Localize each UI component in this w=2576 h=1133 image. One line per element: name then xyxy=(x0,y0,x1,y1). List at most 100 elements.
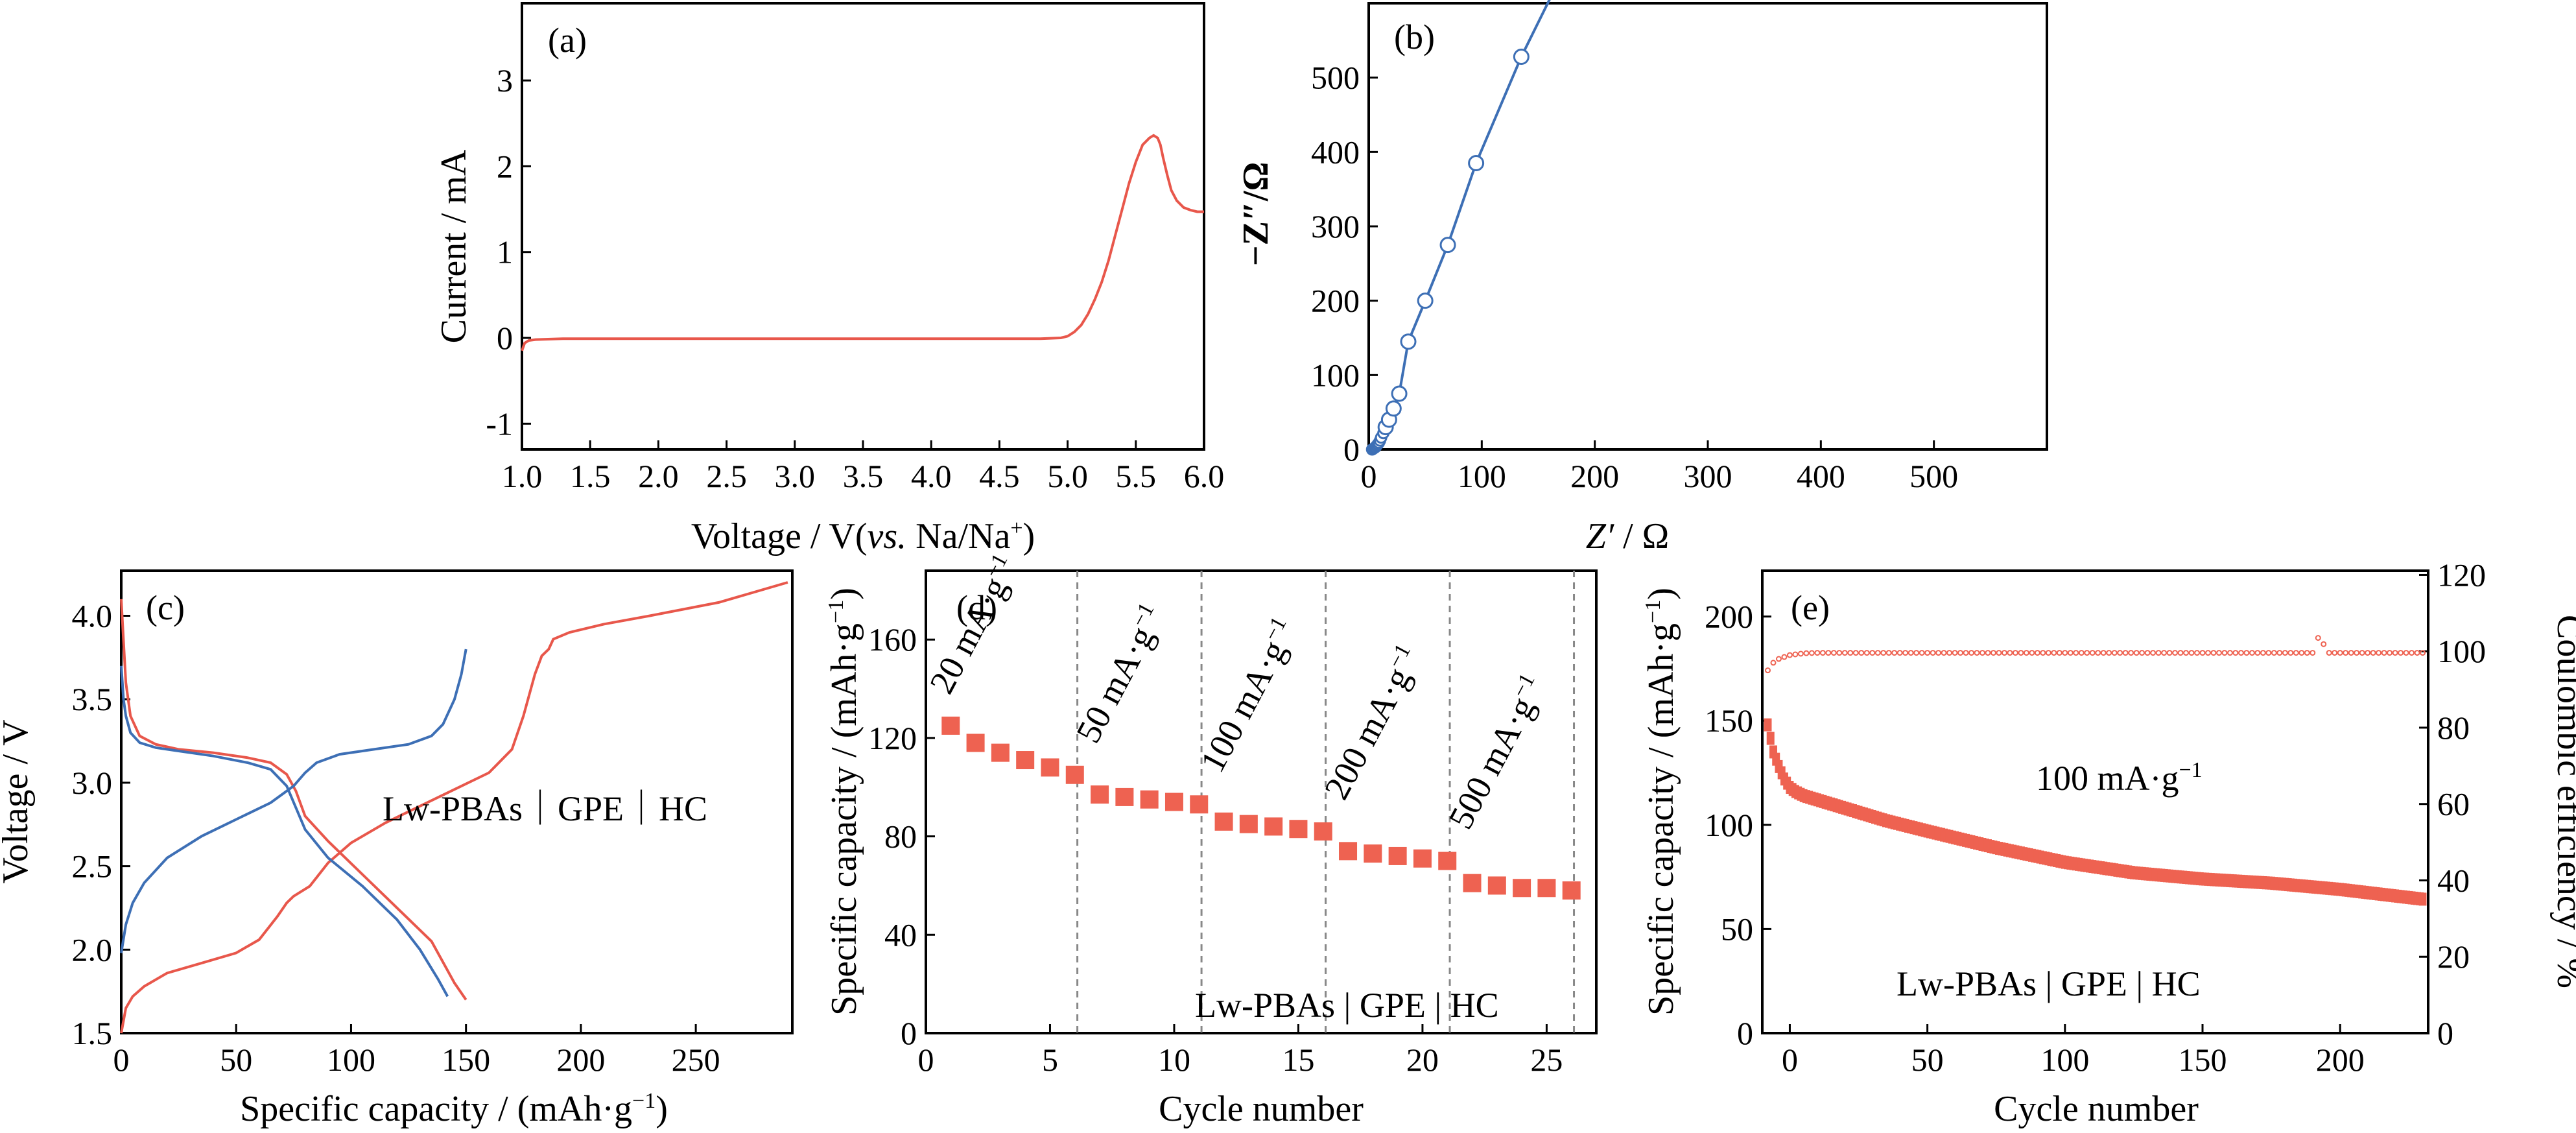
panel-d-data-point xyxy=(1264,817,1283,836)
panel-d-data-point xyxy=(1239,815,1258,833)
panel-e-efficiency-point xyxy=(2265,650,2272,656)
panel-d-data-point xyxy=(1413,849,1432,868)
panel-e-efficiency-point xyxy=(2078,650,2085,656)
panel-b-data-point xyxy=(1417,292,1434,309)
panel-c-label: (c) xyxy=(146,588,185,627)
panel-e-rate-annotation: 100 mA·g−1 xyxy=(2036,758,2203,798)
panel-e-efficiency-point xyxy=(1979,650,1986,656)
panel-e-efficiency-point xyxy=(2040,650,2046,656)
panel-b-y-tick-label: 0 xyxy=(1343,431,1360,468)
panel-e-efficiency-point xyxy=(2221,650,2228,656)
panel-b-data-point xyxy=(1385,400,1402,417)
panel-b-data-point xyxy=(1468,155,1485,172)
panel-e-x-tick-label: 0 xyxy=(1782,1042,1798,1078)
panel-e-efficiency-point xyxy=(2023,650,2029,656)
panel-d-data-point xyxy=(1190,795,1209,814)
panel-c-series-line-3 xyxy=(120,649,467,953)
panel-e-efficiency-point xyxy=(1869,650,1876,656)
panel-e-annotation: Lw-PBAs | GPE | HC xyxy=(1897,964,2201,1003)
panel-e-efficiency-point xyxy=(2089,650,2096,656)
panel-e-efficiency-point xyxy=(2166,650,2173,656)
panel-e-x-tick-label: 50 xyxy=(1911,1042,1944,1078)
panel-d-annotation: Lw-PBAs | GPE | HC xyxy=(1195,986,1499,1025)
panel-c-x-tick-label: 0 xyxy=(113,1042,130,1078)
panel-e-x-tick-label: 200 xyxy=(2316,1042,2365,1078)
panel-e-efficiency-point xyxy=(2161,650,2168,656)
panel-b: 0 100 200 300 400 500 0 100 200 300 400 500 (b) Z′ … xyxy=(1236,0,2048,556)
panel-e-efficiency-point xyxy=(2310,650,2316,656)
panel-d-data-point xyxy=(1289,820,1308,839)
panel-e-efficiency-point xyxy=(1858,650,1865,656)
panel-d-rate-label: 50 mA·g−1 xyxy=(1068,599,1173,748)
panel-e-efficiency-point xyxy=(1819,650,1826,656)
panel-e-efficiency-point xyxy=(2210,650,2217,656)
panel-e-efficiency-point xyxy=(1786,652,1793,658)
panel-e-efficiency-point xyxy=(2051,650,2057,656)
panel-d-ticks: 0 5 10 15 20 25 0 40 80 120 160 xyxy=(868,621,1563,1078)
panel-e-efficiency-point xyxy=(2321,641,2327,647)
panel-c-series-line-2 xyxy=(120,599,467,1001)
panel-c-y-tick-label: 1.5 xyxy=(72,1015,113,1051)
panel-c-series-line-4 xyxy=(120,665,449,997)
panel-d-rate-label-text: 50 mA·g xyxy=(1069,620,1162,749)
panel-e-efficiency-point xyxy=(2084,650,2090,656)
panel-e-efficiency-point xyxy=(1990,650,1996,656)
panel-e-efficiency-point xyxy=(2012,650,2018,656)
panel-d-data-point xyxy=(1214,812,1233,831)
panel-e-left-y-tick-label: 100 xyxy=(1705,807,1753,843)
panel-e-x-tick-label: 100 xyxy=(2040,1042,2089,1078)
panel-e-left-y-tick-label: 200 xyxy=(1705,599,1753,635)
panel-a-x-tick-label: 3.5 xyxy=(843,458,884,494)
panel-c-series-line-1 xyxy=(120,581,788,1034)
panel-e-right-y-axis-label: Coulombic efficiency / % xyxy=(2549,615,2576,988)
panel-e-efficiency-point xyxy=(2188,650,2195,656)
panel-e-x-axis-label: Cycle number xyxy=(1994,1089,2199,1129)
panel-d-data-point xyxy=(1016,751,1035,770)
panel-e-efficiency-point xyxy=(2398,650,2404,656)
panel-e-efficiency-point xyxy=(2227,650,2233,656)
panel-a-y-tick-label: -1 xyxy=(486,405,513,442)
panel-a-label: (a) xyxy=(548,21,587,60)
panel-b-x-tick-label: 200 xyxy=(1570,458,1619,494)
panel-e-efficiency-point xyxy=(2260,650,2266,656)
panel-d-data-point xyxy=(1091,785,1109,804)
panel-e-efficiency-point xyxy=(2249,650,2255,656)
panel-d-data-point xyxy=(1562,881,1581,900)
panel-e-efficiency-point xyxy=(1852,650,1859,656)
panel-d-x-axis-label: Cycle number xyxy=(1159,1089,1364,1129)
panel-e-efficiency-point xyxy=(1764,667,1771,674)
panel-e-right-y-tick-label: 120 xyxy=(2437,556,2486,593)
panel-e-efficiency-point xyxy=(2029,650,2035,656)
panel-e-efficiency-point xyxy=(1919,650,1925,656)
panel-e-efficiency-point xyxy=(2293,650,2299,656)
panel-c-x-tick-label: 50 xyxy=(220,1042,252,1078)
panel-e-efficiency-point xyxy=(2420,650,2426,656)
panel-e-efficiency-point xyxy=(1952,650,1958,656)
panel-a-ticks: 1.0 1.5 2.0 2.5 3.0 3.5 4.0 4.5 5.0 5.5 6.0 -1 0 1 2 3 xyxy=(486,62,1224,494)
panel-a-y-tick-label: 1 xyxy=(497,234,513,270)
panel-a-y-axis-label: Current / mA xyxy=(434,149,474,343)
panel-d-x-tick-label: 20 xyxy=(1406,1042,1439,1078)
panel-e-efficiency-point xyxy=(1814,650,1821,656)
panel-e-efficiency-point xyxy=(2376,650,2382,656)
panel-d-y-tick-label: 0 xyxy=(901,1015,917,1051)
panel-e-left-y-axis-label: Specific capacity / (mAh·g−1) xyxy=(1641,588,1681,1016)
panel-b-data-point xyxy=(1439,237,1456,254)
panel-e-left-y-tick-label: 0 xyxy=(1737,1015,1753,1051)
panel-e-efficiency-point xyxy=(2348,650,2354,656)
panel-e-x-tick-label: 150 xyxy=(2179,1042,2227,1078)
panel-e-efficiency-point xyxy=(2359,650,2365,656)
panel-e-right-y-tick-label: 40 xyxy=(2437,862,2470,898)
panel-e-efficiency-point xyxy=(2370,650,2376,656)
panel-e-efficiency-point xyxy=(1891,650,1898,656)
panel-d-y-tick-label: 120 xyxy=(868,720,917,756)
panel-e-efficiency-point xyxy=(2298,650,2305,656)
panel-d-rate-label-text: 200 mA·g xyxy=(1317,661,1418,805)
panel-e-efficiency-point xyxy=(2326,650,2332,656)
panel-d-rate-label: 500 mA·g−1 xyxy=(1441,669,1554,835)
panel-e-efficiency-point xyxy=(2133,650,2140,656)
panel-e-efficiency-point xyxy=(2332,650,2338,656)
panel-a-x-tick-label: 5.5 xyxy=(1116,458,1157,494)
